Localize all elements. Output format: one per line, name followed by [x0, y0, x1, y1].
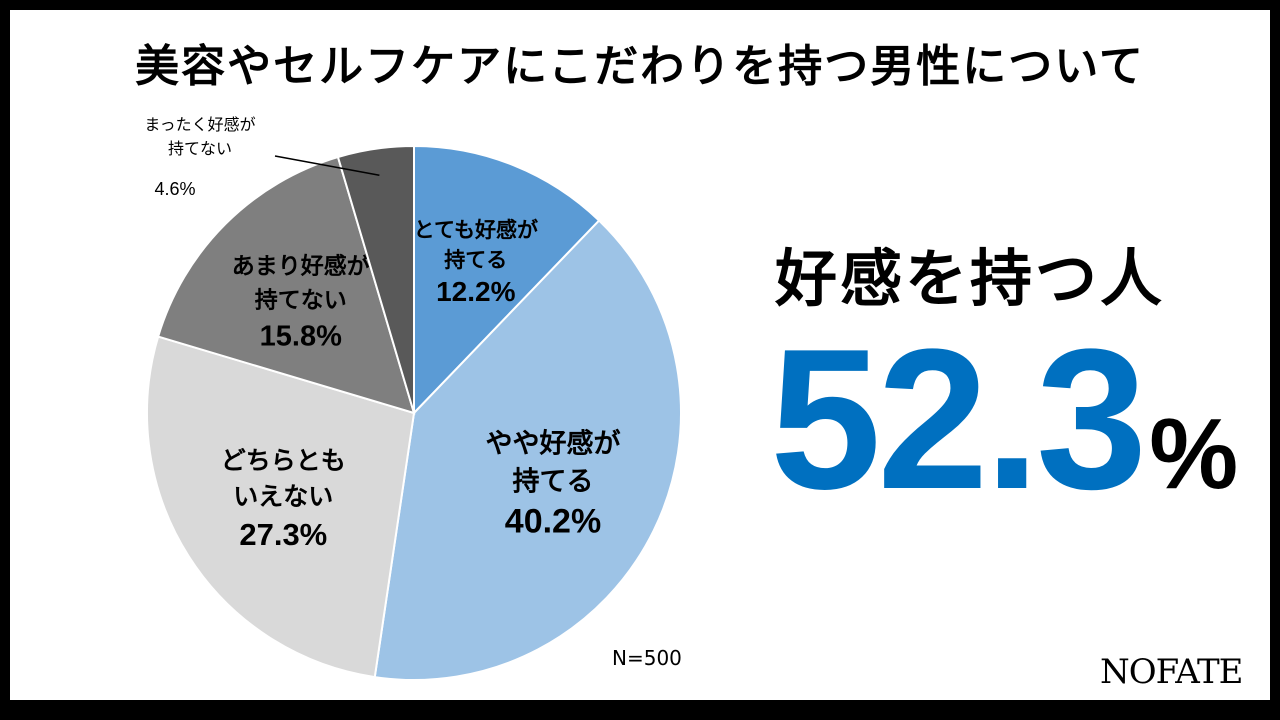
- headline: 好感を持つ人: [774, 242, 1165, 315]
- slice-label-3-line-2: いえない: [233, 482, 333, 511]
- slice-label-5-line-2: 持てない: [168, 139, 232, 158]
- slice-label-2-line-1: やや好感が: [486, 428, 621, 460]
- pie-slice-4: [156, 155, 416, 415]
- slice-label-3-line-1: どちらとも: [221, 446, 346, 475]
- slice-label-4-line-1: あまり好感が: [232, 253, 370, 280]
- pie-slice-3: [146, 335, 416, 679]
- pie-slice-1: [413, 144, 601, 416]
- pie-slice-5: [336, 144, 415, 414]
- slice-label-4-line-2: 持てない: [255, 288, 347, 314]
- brand-logo: NOFATE: [1100, 652, 1243, 692]
- slice-value-3: 27.3%: [239, 517, 327, 552]
- slice-value-1: 12.2%: [436, 276, 515, 307]
- chart-title: 美容やセルフケアにこだわりを持つ男性について: [135, 41, 1145, 92]
- slice-label-2-line-2: 持てる: [513, 467, 594, 498]
- leader-line: [274, 155, 380, 176]
- slice-value-2: 40.2%: [505, 503, 601, 541]
- pie-slice-2: [373, 219, 682, 681]
- summary-unit: %: [1149, 398, 1239, 510]
- slice-value-5: 4.6%: [154, 179, 195, 199]
- sample-size: N=500: [612, 646, 682, 670]
- summary-number: 52.3: [770, 308, 1147, 531]
- slice-value-4: 15.8%: [260, 321, 342, 353]
- summary-value: 52.3%: [770, 320, 1238, 520]
- slice-label-5-line-1: まったく好感が: [144, 115, 255, 134]
- slice-label-1-line-1: とても好感が: [414, 218, 538, 242]
- slice-label-1-line-2: 持てる: [444, 248, 507, 272]
